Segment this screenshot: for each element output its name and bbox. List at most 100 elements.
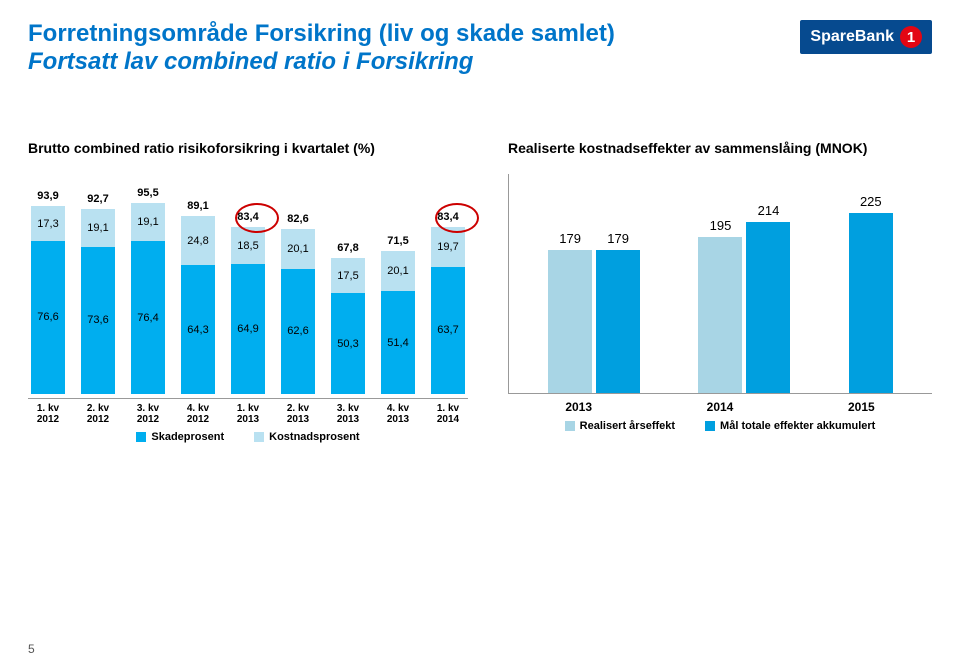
segment-bottom-label: 50,3 xyxy=(337,338,358,350)
legend-swatch xyxy=(254,432,264,442)
bar-target: 214 xyxy=(746,203,790,393)
right-legend: Realisert årseffekt Mål totale effekter a… xyxy=(508,420,932,432)
x-tick: 2014 xyxy=(707,400,734,414)
x-tick: 2. kv2012 xyxy=(78,399,118,425)
legend-label: Mål totale effekter akkumulert xyxy=(720,420,875,432)
right-chart: Realiserte kostnadseffekter av sammenslå… xyxy=(508,140,932,628)
legend-item: Kostnadsprosent xyxy=(254,431,359,443)
right-x-axis: 2013 2014 2015 xyxy=(508,400,932,414)
bar-fill xyxy=(548,250,592,393)
total-label: 92,7 xyxy=(87,193,108,205)
right-chart-title: Realiserte kostnadseffekter av sammenslå… xyxy=(508,140,932,156)
segment-skade: 50,3 xyxy=(331,293,365,394)
bar-fill xyxy=(849,213,893,393)
total-label: 71,5 xyxy=(387,235,408,247)
bar-value-label: 179 xyxy=(559,231,581,246)
x-tick: 2. kv2013 xyxy=(278,399,318,425)
segment-kostnad: 24,8 xyxy=(181,216,215,266)
segment-top-label: 19,7 xyxy=(437,241,458,253)
x-tick: 3. kv2013 xyxy=(328,399,368,425)
grouped-bar-area: 179 179 195 214 225 xyxy=(508,174,932,394)
segment-skade: 76,6 xyxy=(31,241,65,394)
content-area: Brutto combined ratio risikoforsikring i… xyxy=(28,140,932,628)
sparebank-logo: SpareBank 1 xyxy=(800,20,932,54)
segment-skade: 63,7 xyxy=(431,267,465,394)
segment-bottom-label: 76,6 xyxy=(37,311,58,323)
segment-top-label: 19,1 xyxy=(137,216,158,228)
stacked-column: 92,7 19,1 73,6 xyxy=(78,193,118,394)
segment-skade: 64,9 xyxy=(231,264,265,394)
bar-value-label: 179 xyxy=(607,231,629,246)
legend-swatch xyxy=(136,432,146,442)
bar-group: 225 xyxy=(849,194,893,393)
segment-kostnad: 19,7 xyxy=(431,227,465,266)
bar-value-label: 225 xyxy=(860,194,882,209)
logo-text: SpareBank xyxy=(810,28,894,46)
title-line-1: Forretningsområde Forsikring (liv og ska… xyxy=(28,20,615,48)
bar-realized: 179 xyxy=(548,231,592,393)
segment-kostnad: 17,5 xyxy=(331,258,365,293)
segment-top-label: 17,3 xyxy=(37,218,58,230)
bar-value-label: 195 xyxy=(710,218,732,233)
left-legend: Skadeprosent Kostnadsprosent xyxy=(28,431,468,443)
bar-realized: 195 xyxy=(698,218,742,393)
segment-bottom-label: 62,6 xyxy=(287,325,308,337)
legend-item: Skadeprosent xyxy=(136,431,224,443)
logo-digit: 1 xyxy=(900,26,922,48)
segment-bottom-label: 76,4 xyxy=(137,312,158,324)
x-tick: 3. kv2012 xyxy=(128,399,168,425)
bar-fill xyxy=(698,237,742,393)
segment-skade: 64,3 xyxy=(181,265,215,394)
bar-target: 225 xyxy=(849,194,893,393)
segment-kostnad: 17,3 xyxy=(31,206,65,241)
total-label: 95,5 xyxy=(137,187,158,199)
stacked-column: 82,620,162,6 xyxy=(278,213,318,394)
x-tick: 2013 xyxy=(565,400,592,414)
segment-bottom-label: 51,4 xyxy=(387,337,408,349)
x-tick: 1. kv2013 xyxy=(228,399,268,425)
total-label: 93,9 xyxy=(37,190,58,202)
x-tick: 4. kv2013 xyxy=(378,399,418,425)
stacked-bar-area: 93,9 17,3 76,6 92,7 19,1 73,6 95,5 19,1 76,4 89,1… xyxy=(28,174,468,394)
segment-skade: 73,6 xyxy=(81,247,115,394)
highlight-circle xyxy=(235,203,279,233)
bar-group: 179 179 xyxy=(548,231,640,393)
stacked-column: 93,9 17,3 76,6 xyxy=(28,190,68,394)
segment-top-label: 19,1 xyxy=(87,222,108,234)
legend-label: Realisert årseffekt xyxy=(580,420,675,432)
bar-group: 195 214 xyxy=(698,203,790,393)
segment-kostnad: 19,1 xyxy=(81,209,115,247)
title-block: Forretningsområde Forsikring (liv og ska… xyxy=(28,20,615,76)
stacked-column: 71,5 20,1 51,4 xyxy=(378,235,418,394)
segment-bottom-label: 73,6 xyxy=(87,314,108,326)
stacked-column: 95,5 19,1 76,4 xyxy=(128,187,168,394)
stacked-column: 83,418,564,9 xyxy=(228,211,268,394)
segment-skade: 62,6 xyxy=(281,269,315,394)
left-chart: Brutto combined ratio risikoforsikring i… xyxy=(28,140,468,628)
left-x-axis: 1. kv2012 2. kv2012 3. kv2012 4. kv2012 1. k… xyxy=(28,398,468,425)
legend-label: Kostnadsprosent xyxy=(269,431,359,443)
bar-target: 179 xyxy=(596,231,640,393)
total-label: 82,6 xyxy=(287,213,308,225)
legend-swatch xyxy=(565,421,575,431)
segment-top-label: 20,1 xyxy=(387,265,408,277)
page-header: Forretningsområde Forsikring (liv og ska… xyxy=(28,20,932,76)
segment-top-label: 17,5 xyxy=(337,270,358,282)
stacked-column: 67,8 17,5 50,3 xyxy=(328,242,368,394)
legend-item: Mål totale effekter akkumulert xyxy=(705,420,875,432)
bar-fill xyxy=(746,222,790,393)
page-number: 5 xyxy=(28,642,35,656)
title-line-2: Fortsatt lav combined ratio i Forsikring xyxy=(28,48,615,76)
x-tick: 2015 xyxy=(848,400,875,414)
total-label: 89,1 xyxy=(187,200,208,212)
x-tick: 4. kv2012 xyxy=(178,399,218,425)
segment-top-label: 18,5 xyxy=(237,240,258,252)
segment-kostnad: 20,1 xyxy=(381,251,415,291)
segment-skade: 76,4 xyxy=(131,241,165,394)
total-label: 67,8 xyxy=(337,242,358,254)
stacked-column: 89,1 24,8 64,3 xyxy=(178,200,218,394)
x-tick: 1. kv2012 xyxy=(28,399,68,425)
segment-bottom-label: 64,9 xyxy=(237,323,258,335)
segment-bottom-label: 64,3 xyxy=(187,324,208,336)
x-tick: 1. kv2014 xyxy=(428,399,468,425)
